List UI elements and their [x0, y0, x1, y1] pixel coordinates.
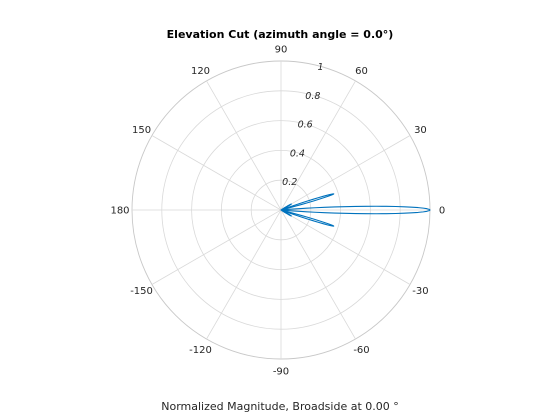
angle-tick-label: 150 [132, 125, 151, 136]
angle-tick-label: 120 [191, 66, 210, 77]
radial-tick-label: 0.2 [282, 177, 297, 188]
angle-tick-label: 0 [439, 206, 445, 217]
angle-tick-label: 180 [110, 206, 129, 217]
pattern-series-line-0 [280, 193, 431, 227]
angle-tick-label: -60 [353, 345, 369, 356]
angle-tick-labels: 0 30 60 90 120 150 180 -150 -120 -90 -60 -30 [110, 45, 445, 378]
angle-tick-label: 60 [355, 66, 368, 77]
pattern-series [280, 193, 431, 227]
angle-tick-label: -120 [189, 345, 212, 356]
angle-tick-label: -30 [412, 286, 428, 297]
angle-tick-label: 90 [275, 45, 288, 56]
angle-tick-label: -150 [130, 286, 153, 297]
angle-tick-label: 30 [414, 125, 427, 136]
chart-xlabel: Normalized Magnitude, Broadside at 0.00 … [161, 400, 399, 413]
angle-tick-label: -90 [273, 367, 289, 378]
chart-title: Elevation Cut (azimuth angle = 0.0°) [167, 28, 394, 41]
radial-tick-label: 0.4 [290, 148, 305, 159]
radial-tick-label: 0.6 [298, 120, 313, 131]
radial-tick-label: 0.8 [305, 91, 320, 102]
radial-tick-labels: 0.2 0.4 0.6 0.8 1 [282, 62, 323, 188]
radial-tick-label: 1 [318, 62, 324, 73]
